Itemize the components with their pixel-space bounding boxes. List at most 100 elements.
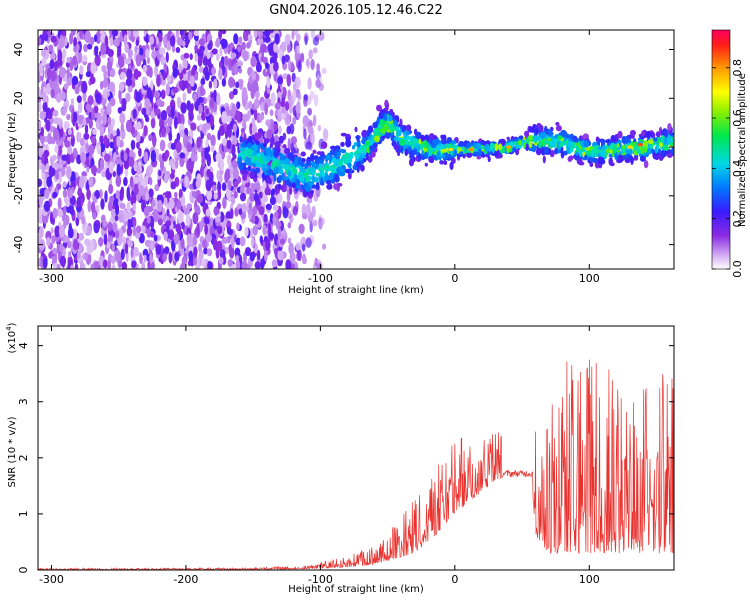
spectrogram-cell xyxy=(239,136,243,143)
spectrogram-cell xyxy=(73,46,78,53)
spectrogram-cell xyxy=(200,77,206,86)
spectrogram-cell xyxy=(180,238,185,250)
spectrogram-cell xyxy=(111,118,115,127)
spectrogram-cell xyxy=(304,162,308,170)
spectrogram-cell xyxy=(285,201,292,209)
spectrogram-cell xyxy=(362,148,367,155)
spectrogram-cell xyxy=(165,51,169,63)
spectrogram-cell xyxy=(193,246,198,257)
spectrogram-cell xyxy=(172,86,179,94)
spectrogram-cell xyxy=(316,63,320,72)
spectrogram-cell xyxy=(118,81,125,92)
spectrogram-cell xyxy=(399,139,406,146)
spectrogram-cell xyxy=(575,151,579,156)
spectrogram-cell xyxy=(120,122,124,132)
spectrogram-cell xyxy=(123,152,128,162)
spectrogram-cell xyxy=(114,249,121,263)
spectrogram-cell xyxy=(253,108,258,121)
spectrogram-cell xyxy=(101,65,107,73)
spectrogram-cell xyxy=(166,74,172,83)
spectrogram-cell xyxy=(308,49,314,60)
spectrogram-cell xyxy=(80,152,87,164)
spectrogram-cell xyxy=(168,199,175,209)
spectrogram-cell xyxy=(221,236,229,244)
spectrogram-cell xyxy=(600,150,607,158)
spectrogram-cell xyxy=(538,140,542,149)
spectrogram-cell xyxy=(531,145,537,150)
spectrogram-cell xyxy=(261,163,268,168)
spectrogram-cell xyxy=(259,185,264,192)
spectrogram-cell xyxy=(569,133,574,139)
spectrogram-cell xyxy=(198,104,204,114)
spectrogram-cell xyxy=(189,75,195,87)
spectrogram-cell xyxy=(46,30,52,38)
spectrogram-cell xyxy=(274,33,280,45)
spectrogram-cell xyxy=(241,41,246,51)
spectrogram-peak xyxy=(506,145,512,149)
spectrogram-cell xyxy=(178,80,183,89)
spectrogram-cell xyxy=(162,208,166,215)
spectrogram-cell xyxy=(663,146,670,151)
spectrogram-cell xyxy=(541,138,545,148)
spectrogram-cell xyxy=(150,150,157,163)
spectrogram-cell xyxy=(305,203,311,217)
spectrogram-cell xyxy=(141,225,146,234)
spectrogram-cell xyxy=(252,144,259,152)
spectrogram-cell xyxy=(113,38,120,47)
spectrogram-cell xyxy=(667,123,672,132)
spectrogram-cell xyxy=(300,151,306,157)
spectrogram-cell xyxy=(273,123,278,131)
spectrogram-cell xyxy=(556,125,562,132)
spectrogram-cell xyxy=(164,246,170,254)
spectrogram-cell xyxy=(616,143,620,148)
spectrogram-cell xyxy=(106,60,113,72)
spectrogram-cell xyxy=(372,122,379,129)
spectrogram-cell xyxy=(124,43,129,53)
spectrogram-cell xyxy=(151,50,157,60)
spectrogram-cell xyxy=(294,156,299,165)
spectrogram-cell xyxy=(109,36,114,47)
spectrogram-cell xyxy=(279,155,286,161)
spectrogram-cell xyxy=(194,44,198,52)
colorbar: 0.00.20.40.60.8 Normalized spectral ampl… xyxy=(711,29,748,278)
spectrogram-cell xyxy=(221,78,227,87)
spectrogram-cell xyxy=(367,155,373,163)
spectrogram-cell xyxy=(325,180,332,185)
spectrogram-cell xyxy=(314,176,319,183)
spectrogram-cell xyxy=(336,153,341,160)
spectrogram-cell xyxy=(196,114,203,121)
spectrogram-cell xyxy=(320,151,325,157)
spectrogram-cell xyxy=(120,71,126,80)
spectrogram-cell xyxy=(118,214,125,223)
spectrogram-cell xyxy=(267,223,272,236)
spectrogram-cell xyxy=(274,211,279,219)
spectrogram-cell xyxy=(344,168,351,174)
spectrogram-cell xyxy=(67,240,72,249)
spectrogram-cell xyxy=(62,48,67,59)
spectrogram-cell xyxy=(409,158,414,167)
spectrogram-cell xyxy=(160,110,168,121)
y-tick-label: 1 xyxy=(17,510,30,517)
spectrogram-cell xyxy=(108,183,114,195)
spectrogram-cell xyxy=(265,203,272,210)
spectrogram-cell xyxy=(321,67,327,74)
spectrogram-cell xyxy=(100,198,105,210)
spectrogram-cell xyxy=(578,161,585,166)
spectrogram-cell xyxy=(221,30,227,35)
spectrogram-cell xyxy=(150,80,154,91)
spectrogram-cell xyxy=(239,147,245,152)
spectrogram-cell xyxy=(608,157,613,166)
spectrogram-cell xyxy=(360,164,365,172)
x-tick-label: 100 xyxy=(579,573,600,586)
spectrogram-cell xyxy=(190,103,194,112)
spectrogram-cell xyxy=(201,111,206,121)
spectrogram-cell xyxy=(139,47,144,56)
spectrogram-cell xyxy=(240,127,245,133)
spectrogram-cell xyxy=(44,33,49,42)
spectrogram-cell xyxy=(132,217,137,228)
spectrogram-cell xyxy=(134,45,138,53)
spectrogram-cell xyxy=(376,104,382,112)
spectrogram-cell xyxy=(365,146,370,154)
spectrogram-cell xyxy=(242,173,248,181)
